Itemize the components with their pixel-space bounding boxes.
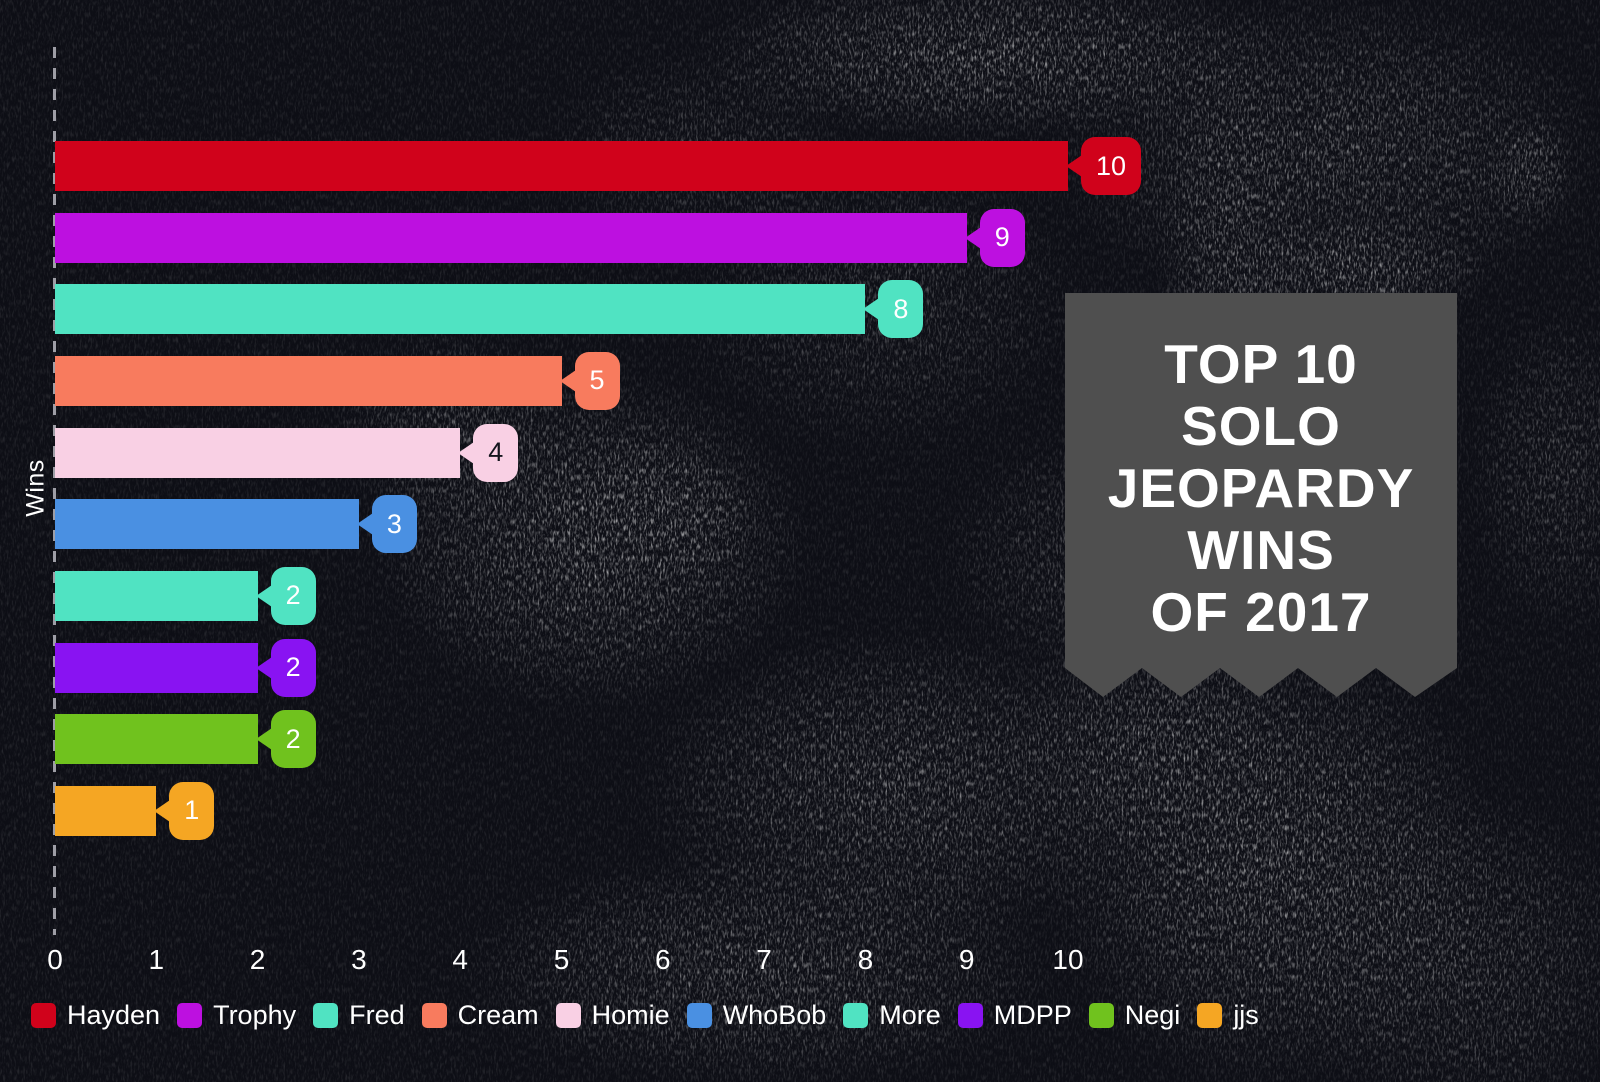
legend-swatch-icon — [177, 1003, 203, 1028]
x-tick-7: 7 — [756, 944, 772, 975]
title-line-1: TOP 10 — [1164, 333, 1358, 395]
x-tick-5: 5 — [553, 944, 570, 975]
value-callout-homie: 4 — [458, 423, 519, 482]
legend-item-homie: Homie — [555, 1000, 670, 1030]
legend-item-fred: Fred — [313, 1001, 405, 1030]
bar-whobob — [55, 499, 359, 550]
callout-arrow-icon — [1066, 155, 1082, 177]
value-callout-fred: 8 — [863, 280, 924, 339]
title-text-block: TOP 10 SOLO JEOPARDY WINS OF 2017 — [1065, 293, 1457, 643]
x-tick-0: 0 — [47, 944, 63, 975]
value-label: 9 — [979, 208, 1025, 267]
legend-label: MDPP — [993, 1000, 1072, 1030]
x-tick-10: 10 — [1052, 944, 1084, 975]
x-tick-4: 4 — [452, 944, 468, 975]
legend-item-more: More — [843, 1001, 941, 1030]
legend-item-negi: Negi — [1088, 1000, 1181, 1030]
value-callout-negi: 2 — [255, 710, 316, 769]
callout-arrow-icon — [255, 584, 272, 607]
value-callout-trophy: 9 — [964, 208, 1025, 267]
callout-arrow-icon — [154, 799, 171, 822]
y-axis-label: Wins — [21, 459, 50, 517]
legend-swatch-icon — [555, 1003, 581, 1028]
value-callout-mdpp: 2 — [255, 638, 316, 697]
value-label: 2 — [270, 710, 316, 769]
x-tick-3: 3 — [351, 944, 367, 975]
value-callout-cream: 5 — [559, 351, 620, 410]
legend-item-jjs: jjs — [1197, 1001, 1259, 1030]
bar-cream — [55, 355, 562, 406]
legend-swatch-icon — [31, 1003, 56, 1028]
value-label: 10 — [1081, 137, 1142, 195]
callout-arrow-icon — [458, 441, 475, 464]
value-callout-jjs: 1 — [154, 781, 215, 840]
legend-item-trophy: Trophy — [177, 1001, 296, 1030]
callout-arrow-icon — [964, 226, 981, 249]
legend-item-mdpp: MDPP — [957, 1000, 1072, 1030]
title-line-5: OF 2017 — [1150, 581, 1372, 643]
x-tick-8: 8 — [857, 944, 874, 975]
bar-mdpp — [55, 642, 258, 693]
legend-swatch-icon — [1088, 1003, 1114, 1028]
legend-item-cream: Cream — [421, 1000, 539, 1030]
value-label: 3 — [371, 495, 417, 554]
legend-swatch-icon — [843, 1003, 869, 1028]
legend-item-hayden: Hayden — [31, 1001, 160, 1030]
callout-arrow-icon — [863, 298, 880, 321]
legend-label: Homie — [591, 1000, 670, 1030]
title-line-2: SOLO — [1181, 395, 1341, 457]
bar-homie — [55, 427, 461, 478]
legend-label: WhoBob — [722, 1000, 827, 1030]
legend-label: Hayden — [67, 1000, 161, 1030]
x-tick-9: 9 — [958, 944, 975, 975]
title-line-3: JEOPARDY — [1107, 457, 1415, 519]
bar-jjs — [55, 785, 157, 836]
bar-fred — [55, 284, 866, 335]
x-tick-1: 1 — [148, 944, 165, 975]
legend-label: Negi — [1124, 1000, 1181, 1030]
x-tick-6: 6 — [655, 944, 671, 975]
legend-label: Fred — [349, 1000, 405, 1030]
bar-hayden — [55, 141, 1068, 191]
legend-item-whobob: WhoBob — [686, 1000, 827, 1030]
legend-swatch-icon — [957, 1003, 983, 1028]
value-callout-whobob: 3 — [356, 495, 417, 554]
value-label: 4 — [473, 423, 519, 482]
value-label: 5 — [574, 351, 620, 410]
legend-label: Cream — [457, 1000, 539, 1030]
bar-negi — [55, 714, 258, 765]
callout-arrow-icon — [255, 728, 272, 751]
bar-more — [55, 570, 258, 621]
y-axis-dashed-line — [53, 47, 56, 935]
legend: Hayden Trophy Fred Cream Homie WhoBob More MDPP… — [31, 1001, 1259, 1030]
legend-label: jjs — [1233, 1000, 1259, 1030]
legend-swatch-icon — [421, 1003, 447, 1028]
callout-arrow-icon — [356, 513, 373, 536]
callout-arrow-icon — [559, 369, 576, 392]
legend-swatch-icon — [686, 1003, 712, 1028]
legend-swatch-icon — [313, 1003, 339, 1028]
title-line-4: WINS — [1187, 519, 1335, 581]
legend-label: Trophy — [213, 1000, 297, 1030]
title-banner: TOP 10 SOLO JEOPARDY WINS OF 2017 — [1065, 293, 1457, 697]
bar-trophy — [55, 212, 967, 263]
legend-swatch-icon — [1197, 1003, 1223, 1028]
x-tick-2: 2 — [249, 944, 266, 975]
callout-arrow-icon — [255, 656, 272, 679]
legend-label: More — [879, 1000, 941, 1030]
value-label: 1 — [169, 781, 215, 840]
value-label: 2 — [270, 638, 316, 697]
value-label: 2 — [270, 566, 316, 625]
value-callout-more: 2 — [255, 566, 316, 625]
value-label: 8 — [878, 280, 924, 339]
value-callout-hayden: 10 — [1066, 137, 1142, 195]
